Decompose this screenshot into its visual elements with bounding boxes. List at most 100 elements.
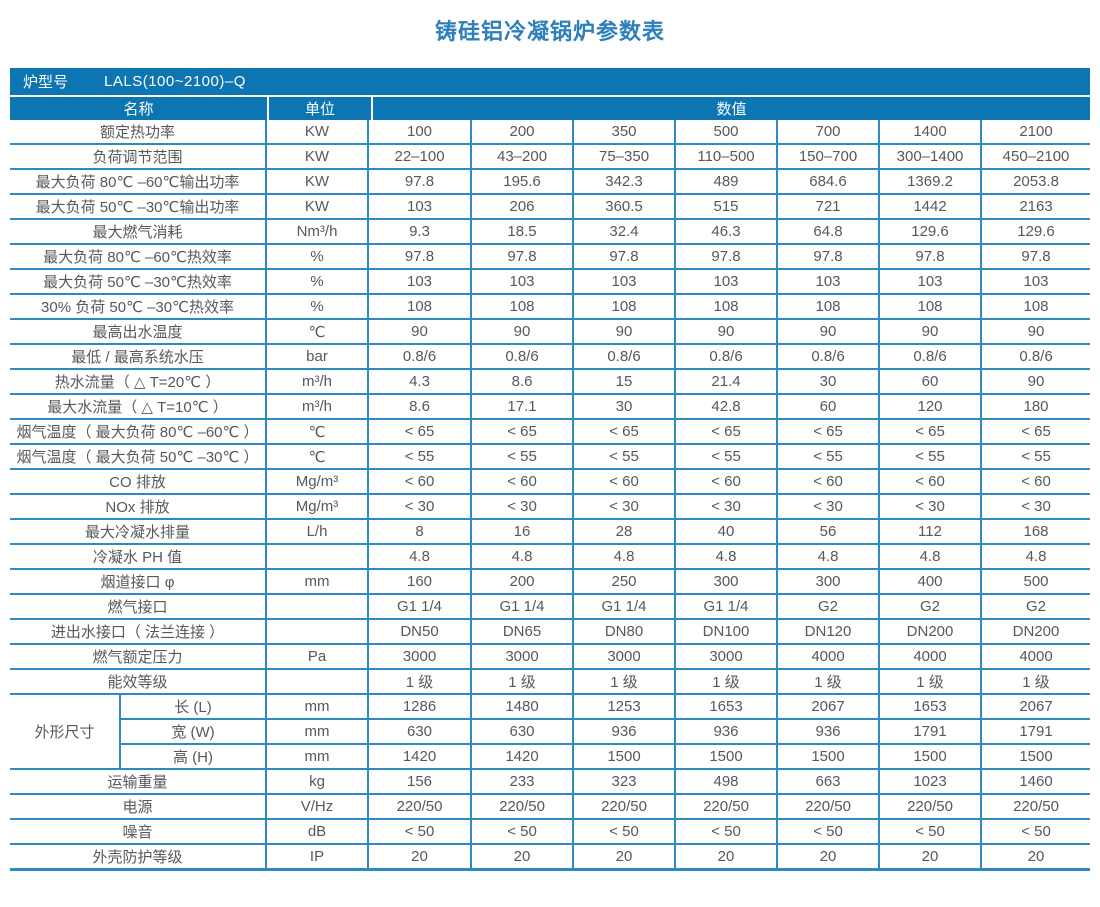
row-value: 2067	[777, 694, 881, 720]
row-value: < 55	[573, 444, 677, 470]
row-value: 630	[471, 719, 575, 745]
row-value: 103	[471, 269, 575, 295]
row-value: 200	[471, 569, 575, 595]
row-unit: Mg/m³	[266, 494, 370, 520]
row-value: G2	[879, 594, 983, 620]
table-row: 燃气额定压力 Pa 3000 3000 3000 3000 4000 4000 4000	[10, 644, 1091, 670]
row-value: 220/50	[368, 794, 473, 820]
row-value: 1253	[573, 694, 677, 720]
row-value: 0.8/6	[368, 344, 473, 370]
row-unit: KW	[266, 194, 370, 220]
row-value: < 60	[777, 469, 881, 495]
row-unit: L/h	[266, 519, 370, 545]
row-value: 498	[675, 769, 779, 795]
row-value: 721	[777, 194, 881, 220]
row-value: 3000	[573, 644, 677, 670]
row-value: G1 1/4	[471, 594, 575, 620]
row-value: DN80	[573, 619, 677, 645]
row-label: 热水流量（ △ T=20℃ ）	[10, 369, 268, 395]
row-value: 97.8	[675, 244, 779, 270]
row-value: < 55	[675, 444, 779, 470]
row-value: 20	[675, 844, 779, 871]
row-value: 350	[573, 120, 677, 145]
row-value: 1500	[777, 744, 881, 770]
row-value: 75–350	[573, 144, 677, 170]
row-unit: V/Hz	[266, 794, 370, 820]
row-value: 360.5	[573, 194, 677, 220]
row-value: 0.8/6	[879, 344, 983, 370]
row-label: 燃气接口	[10, 594, 268, 620]
row-value: 46.3	[675, 219, 779, 245]
row-label: 噪音	[10, 819, 268, 845]
row-value: 90	[675, 319, 779, 345]
row-label: 烟道接口 φ	[10, 569, 268, 595]
row-value: 4000	[879, 644, 983, 670]
row-value: < 65	[368, 419, 473, 445]
row-value: 8.6	[471, 369, 575, 395]
row-value: < 30	[368, 494, 473, 520]
row-value: 1420	[368, 744, 473, 770]
table-row: 宽 (W) mm 630 630 936 936 936 1791 1791	[10, 719, 1091, 745]
row-value: 4.8	[777, 544, 881, 570]
row-value: 0.8/6	[471, 344, 575, 370]
table-row: 最大冷凝水排量 L/h 8 16 28 40 56 112 168	[10, 519, 1091, 545]
row-label: 最大负荷 50℃ –30℃热效率	[10, 269, 268, 295]
row-value: 112	[879, 519, 983, 545]
row-value: 103	[879, 269, 983, 295]
row-value: 500	[981, 569, 1091, 595]
row-value: 180	[981, 394, 1091, 420]
row-unit: IP	[266, 844, 370, 871]
model-label: 炉型号	[23, 74, 69, 91]
row-unit: Nm³/h	[266, 219, 370, 245]
row-unit: ℃	[266, 419, 370, 445]
row-value: 300	[675, 569, 779, 595]
row-value: < 55	[777, 444, 881, 470]
row-value: < 50	[573, 819, 677, 845]
row-value: 108	[675, 294, 779, 320]
row-value: < 30	[675, 494, 779, 520]
row-value: 1791	[879, 719, 983, 745]
table-row: 燃气接口 G1 1/4 G1 1/4 G1 1/4 G1 1/4 G2 G2 G2	[10, 594, 1091, 620]
row-unit: ℃	[266, 444, 370, 470]
row-label: 冷凝水 PH 值	[10, 544, 268, 570]
row-value: 3000	[471, 644, 575, 670]
page-title: 铸硅铝冷凝锅炉参数表	[434, 19, 665, 44]
row-value: 4.8	[368, 544, 473, 570]
row-value: 103	[981, 269, 1091, 295]
row-unit: mm	[266, 719, 370, 745]
param-table-body: 额定热功率 KW 100 200 350 500 700 1400 2100 负荷调节范围 KW 22…	[10, 120, 1091, 871]
row-value: 30	[777, 369, 881, 395]
row-value: 684.6	[777, 169, 881, 195]
row-value: 129.6	[879, 219, 983, 245]
row-value: 0.8/6	[777, 344, 881, 370]
row-value: 103	[368, 194, 473, 220]
row-unit: Mg/m³	[266, 469, 370, 495]
row-value: < 55	[879, 444, 983, 470]
row-value: < 60	[981, 469, 1091, 495]
row-value: 1653	[675, 694, 779, 720]
row-value: < 55	[368, 444, 473, 470]
row-value: 56	[777, 519, 881, 545]
param-table-grid: 额定热功率 KW 100 200 350 500 700 1400 2100 负荷调节范围 KW 22…	[10, 120, 1091, 871]
row-label: 最低 / 最高系统水压	[10, 344, 268, 370]
row-unit: mm	[266, 744, 370, 770]
row-value: 200	[471, 120, 575, 145]
row-value: 97.8	[368, 244, 473, 270]
row-value: 1369.2	[879, 169, 983, 195]
row-value: 936	[573, 719, 677, 745]
row-value: < 60	[471, 469, 575, 495]
row-label: 进出水接口（ 法兰连接 ）	[10, 619, 268, 645]
row-unit	[266, 619, 370, 645]
column-header-row: 名称 单位 数值	[10, 97, 1090, 120]
row-value: < 50	[675, 819, 779, 845]
row-value: 60	[879, 369, 983, 395]
row-label: 最高出水温度	[10, 319, 268, 345]
row-unit: KW	[266, 169, 370, 195]
row-unit: %	[266, 294, 370, 320]
row-value: DN65	[471, 619, 575, 645]
model-value: LALS(100~2100)–Q	[104, 73, 246, 90]
table-row: 热水流量（ △ T=20℃ ） m³/h 4.3 8.6 15 21.4 30 60 90	[10, 369, 1091, 395]
row-value: 40	[675, 519, 779, 545]
row-value: < 50	[879, 819, 983, 845]
row-value: G1 1/4	[675, 594, 779, 620]
